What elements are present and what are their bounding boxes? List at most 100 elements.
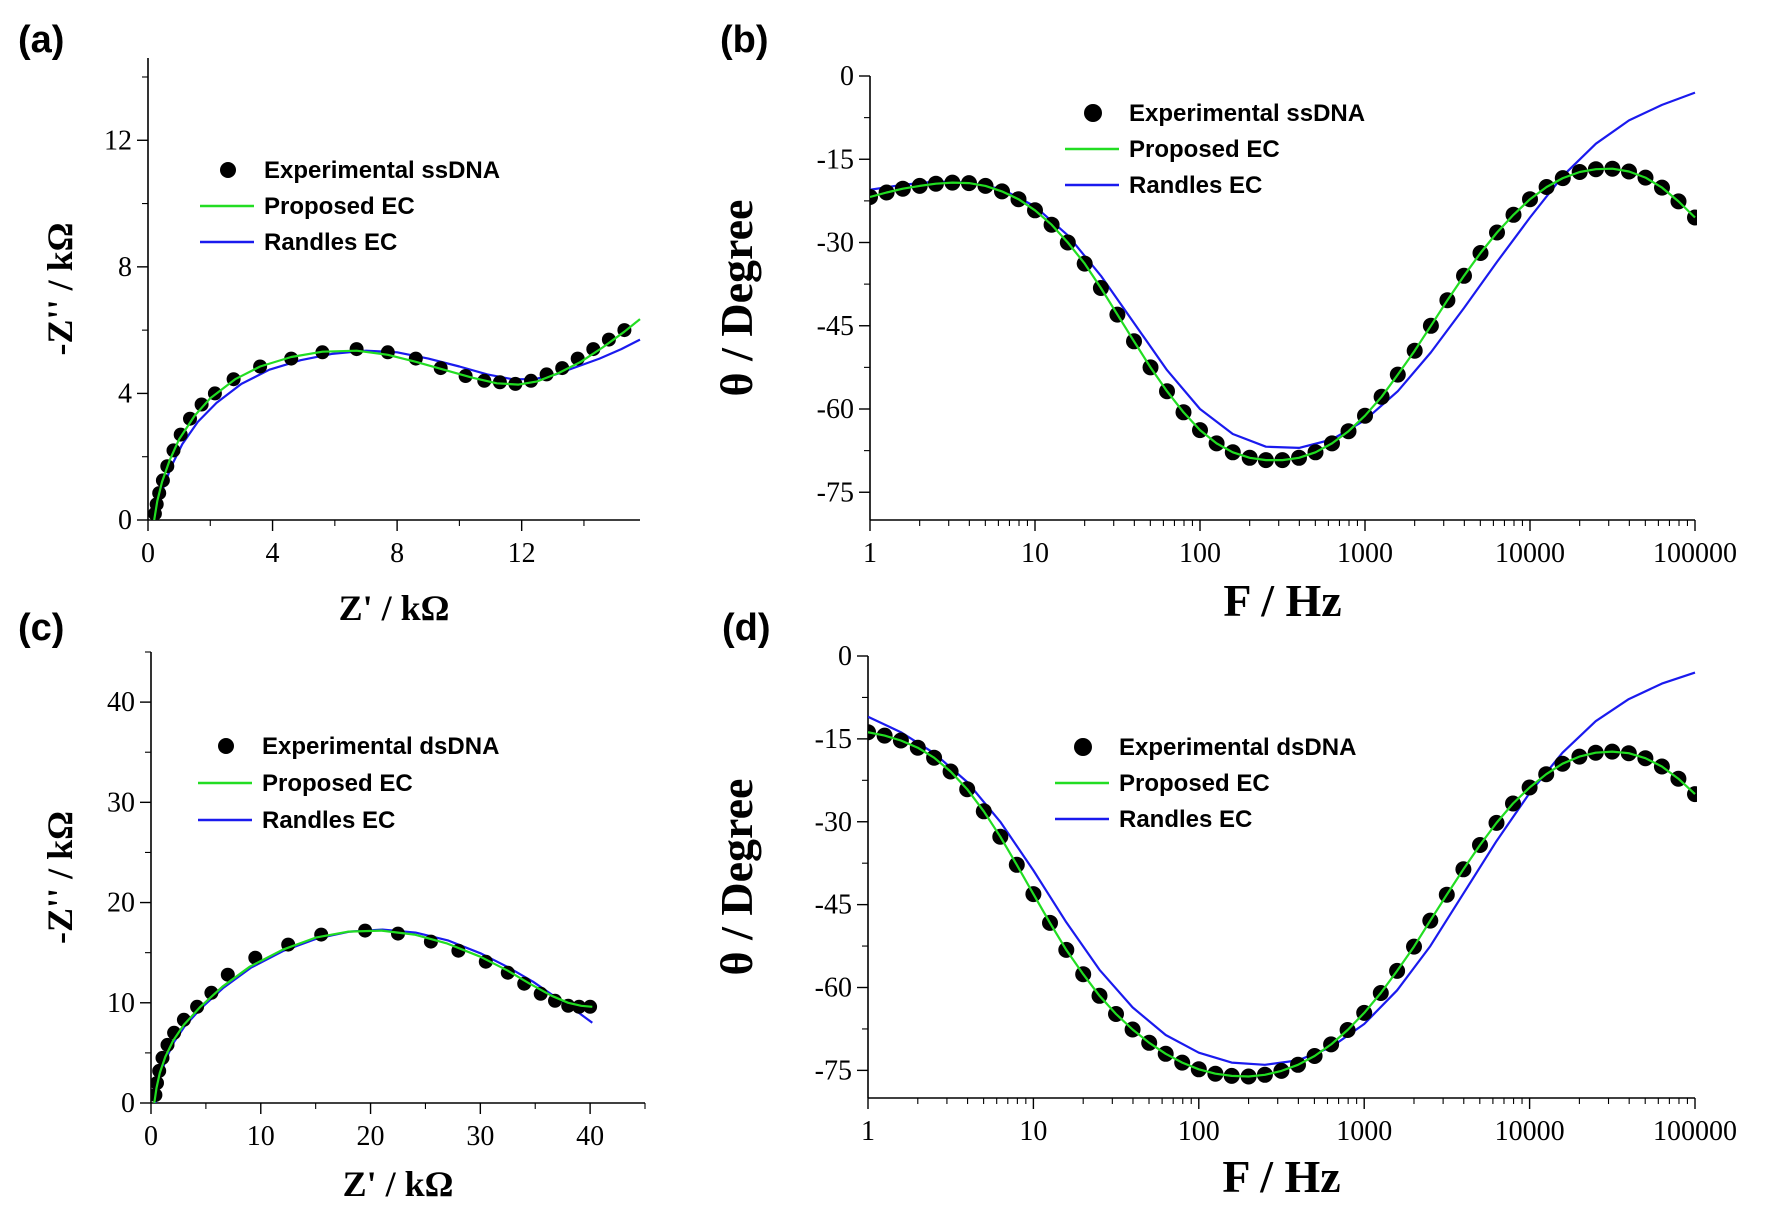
y-tick-label: 20	[107, 888, 135, 919]
data-point	[167, 1025, 182, 1040]
data-point	[380, 345, 395, 360]
legend-marker	[1074, 738, 1092, 756]
x-tick-label: 0	[141, 538, 155, 569]
y-tick-label: 0	[840, 61, 854, 92]
data-point	[601, 332, 616, 347]
data-point	[349, 342, 364, 357]
series-line-randles	[870, 91, 1696, 449]
x-tick-label: 8	[390, 538, 404, 569]
series-line-randles	[868, 671, 1696, 1066]
x-tick-label: 1000	[1337, 538, 1393, 569]
plot-area	[151, 923, 598, 1103]
x-tick-label: 10	[1021, 538, 1049, 569]
legend-label: Proposed EC	[1119, 770, 1270, 797]
data-point	[204, 985, 219, 1000]
x-tick-label: 30	[466, 1121, 494, 1152]
y-axis-label: -Z'' / kΩ	[40, 811, 80, 944]
data-point	[555, 361, 570, 376]
legend: Experimental ssDNA Proposed EC Randles EC	[1065, 100, 1365, 199]
data-point	[194, 397, 209, 412]
y-tick-label: -30	[817, 228, 854, 259]
data-point	[220, 967, 235, 982]
panel-label: (c)	[18, 607, 64, 649]
data-point	[539, 367, 554, 382]
legend-label: Experimental dsDNA	[262, 733, 499, 760]
x-tick-label: 1	[861, 1116, 875, 1147]
panel-c: (c) 0 10 20 30 40 0 10 20 30 40 Z' / kΩ -Z'' / kΩ Exp…	[18, 607, 646, 1204]
legend-label: Randles EC	[1119, 806, 1252, 833]
legend-label: Proposed EC	[1129, 136, 1280, 163]
y-tick-label: 40	[107, 687, 135, 718]
y-axis-label: -Z'' / kΩ	[40, 223, 80, 356]
data-point	[517, 976, 532, 991]
legend-label: Randles EC	[1129, 172, 1262, 199]
legend: Experimental dsDNA Proposed EC Randles EC	[198, 733, 499, 834]
data-point	[548, 993, 562, 1008]
legend-marker	[1084, 104, 1102, 122]
data-point	[492, 375, 507, 390]
x-tick-label: 100000	[1653, 538, 1737, 569]
x-tick-label: 20	[357, 1121, 385, 1152]
data-point	[190, 999, 205, 1014]
legend-label: Experimental ssDNA	[1129, 100, 1365, 127]
y-tick-label: -60	[815, 973, 852, 1004]
series-line-proposed	[153, 318, 641, 520]
y-tick-label: -75	[815, 1055, 852, 1086]
x-tick-label: 100	[1178, 1116, 1220, 1147]
data-point	[160, 1037, 175, 1052]
x-axis-label: F / Hz	[1223, 575, 1341, 626]
panel-label: (a)	[18, 19, 64, 61]
legend-label: Proposed EC	[264, 193, 415, 220]
y-tick-label: 4	[118, 378, 132, 409]
data-point	[176, 1012, 191, 1027]
x-axis-label: F / Hz	[1222, 1151, 1340, 1202]
data-point	[533, 986, 548, 1001]
panel-d: (d) 1 10 100 1000 10000 100000 0 -15 -30 -45 -60 -75…	[711, 607, 1737, 1202]
panel-label: (d)	[722, 607, 771, 649]
legend-label: Randles EC	[262, 807, 395, 834]
y-tick-label: 8	[118, 252, 132, 283]
y-tick-label: 0	[838, 641, 852, 672]
y-tick-label: -15	[815, 724, 852, 755]
plot-area	[870, 91, 1697, 469]
x-axis-label: Z' / kΩ	[339, 588, 450, 628]
data-point	[572, 999, 587, 1014]
y-tick-label: 30	[107, 787, 135, 818]
legend: Experimental dsDNA Proposed EC Randles EC	[1055, 734, 1356, 833]
x-tick-label: 1000	[1336, 1116, 1392, 1147]
y-tick-label: -15	[817, 144, 854, 175]
x-tick-label: 4	[266, 538, 280, 569]
x-tick-label: 10000	[1495, 1116, 1565, 1147]
legend: Experimental ssDNA Proposed EC Randles EC	[200, 157, 500, 256]
panel-b: (b) 1 10 100 1000 10000 100000 0 -15 -30 -45 -60 -75…	[711, 19, 1737, 626]
legend-label: Experimental ssDNA	[264, 157, 500, 184]
y-tick-label: -30	[815, 807, 852, 838]
y-tick-label: -45	[817, 311, 854, 342]
data-point	[524, 373, 538, 388]
x-axis-label: Z' / kΩ	[343, 1164, 454, 1204]
x-tick-label: 0	[144, 1121, 158, 1152]
legend-label: Proposed EC	[262, 770, 413, 797]
series-line-proposed	[868, 731, 1696, 1078]
y-axis-label: θ / Degree	[711, 200, 762, 397]
data-point	[183, 411, 197, 426]
x-tick-label: 10	[1019, 1116, 1047, 1147]
y-axis-label: θ / Degree	[711, 779, 762, 976]
y-tick-label: 12	[104, 125, 132, 156]
legend-marker	[220, 162, 236, 178]
series-line-proposed	[153, 929, 593, 1103]
x-tick-label: 100	[1179, 538, 1221, 569]
panel-a: (a) 0 4 8 12 0 4 8 12 Z' / kΩ -Z'' / kΩ Experimenta…	[18, 19, 641, 628]
legend-label: Randles EC	[264, 229, 397, 256]
series-line-proposed	[870, 167, 1696, 462]
y-tick-label: 0	[121, 1088, 135, 1119]
y-tick-label: -60	[817, 394, 854, 425]
data-point	[284, 351, 299, 366]
y-tick-label: 0	[118, 505, 132, 536]
y-tick-label: -75	[817, 477, 854, 508]
plot-area	[148, 318, 641, 520]
plot-area	[868, 671, 1697, 1085]
legend-label: Experimental dsDNA	[1119, 734, 1356, 761]
x-tick-label: 10	[247, 1121, 275, 1152]
